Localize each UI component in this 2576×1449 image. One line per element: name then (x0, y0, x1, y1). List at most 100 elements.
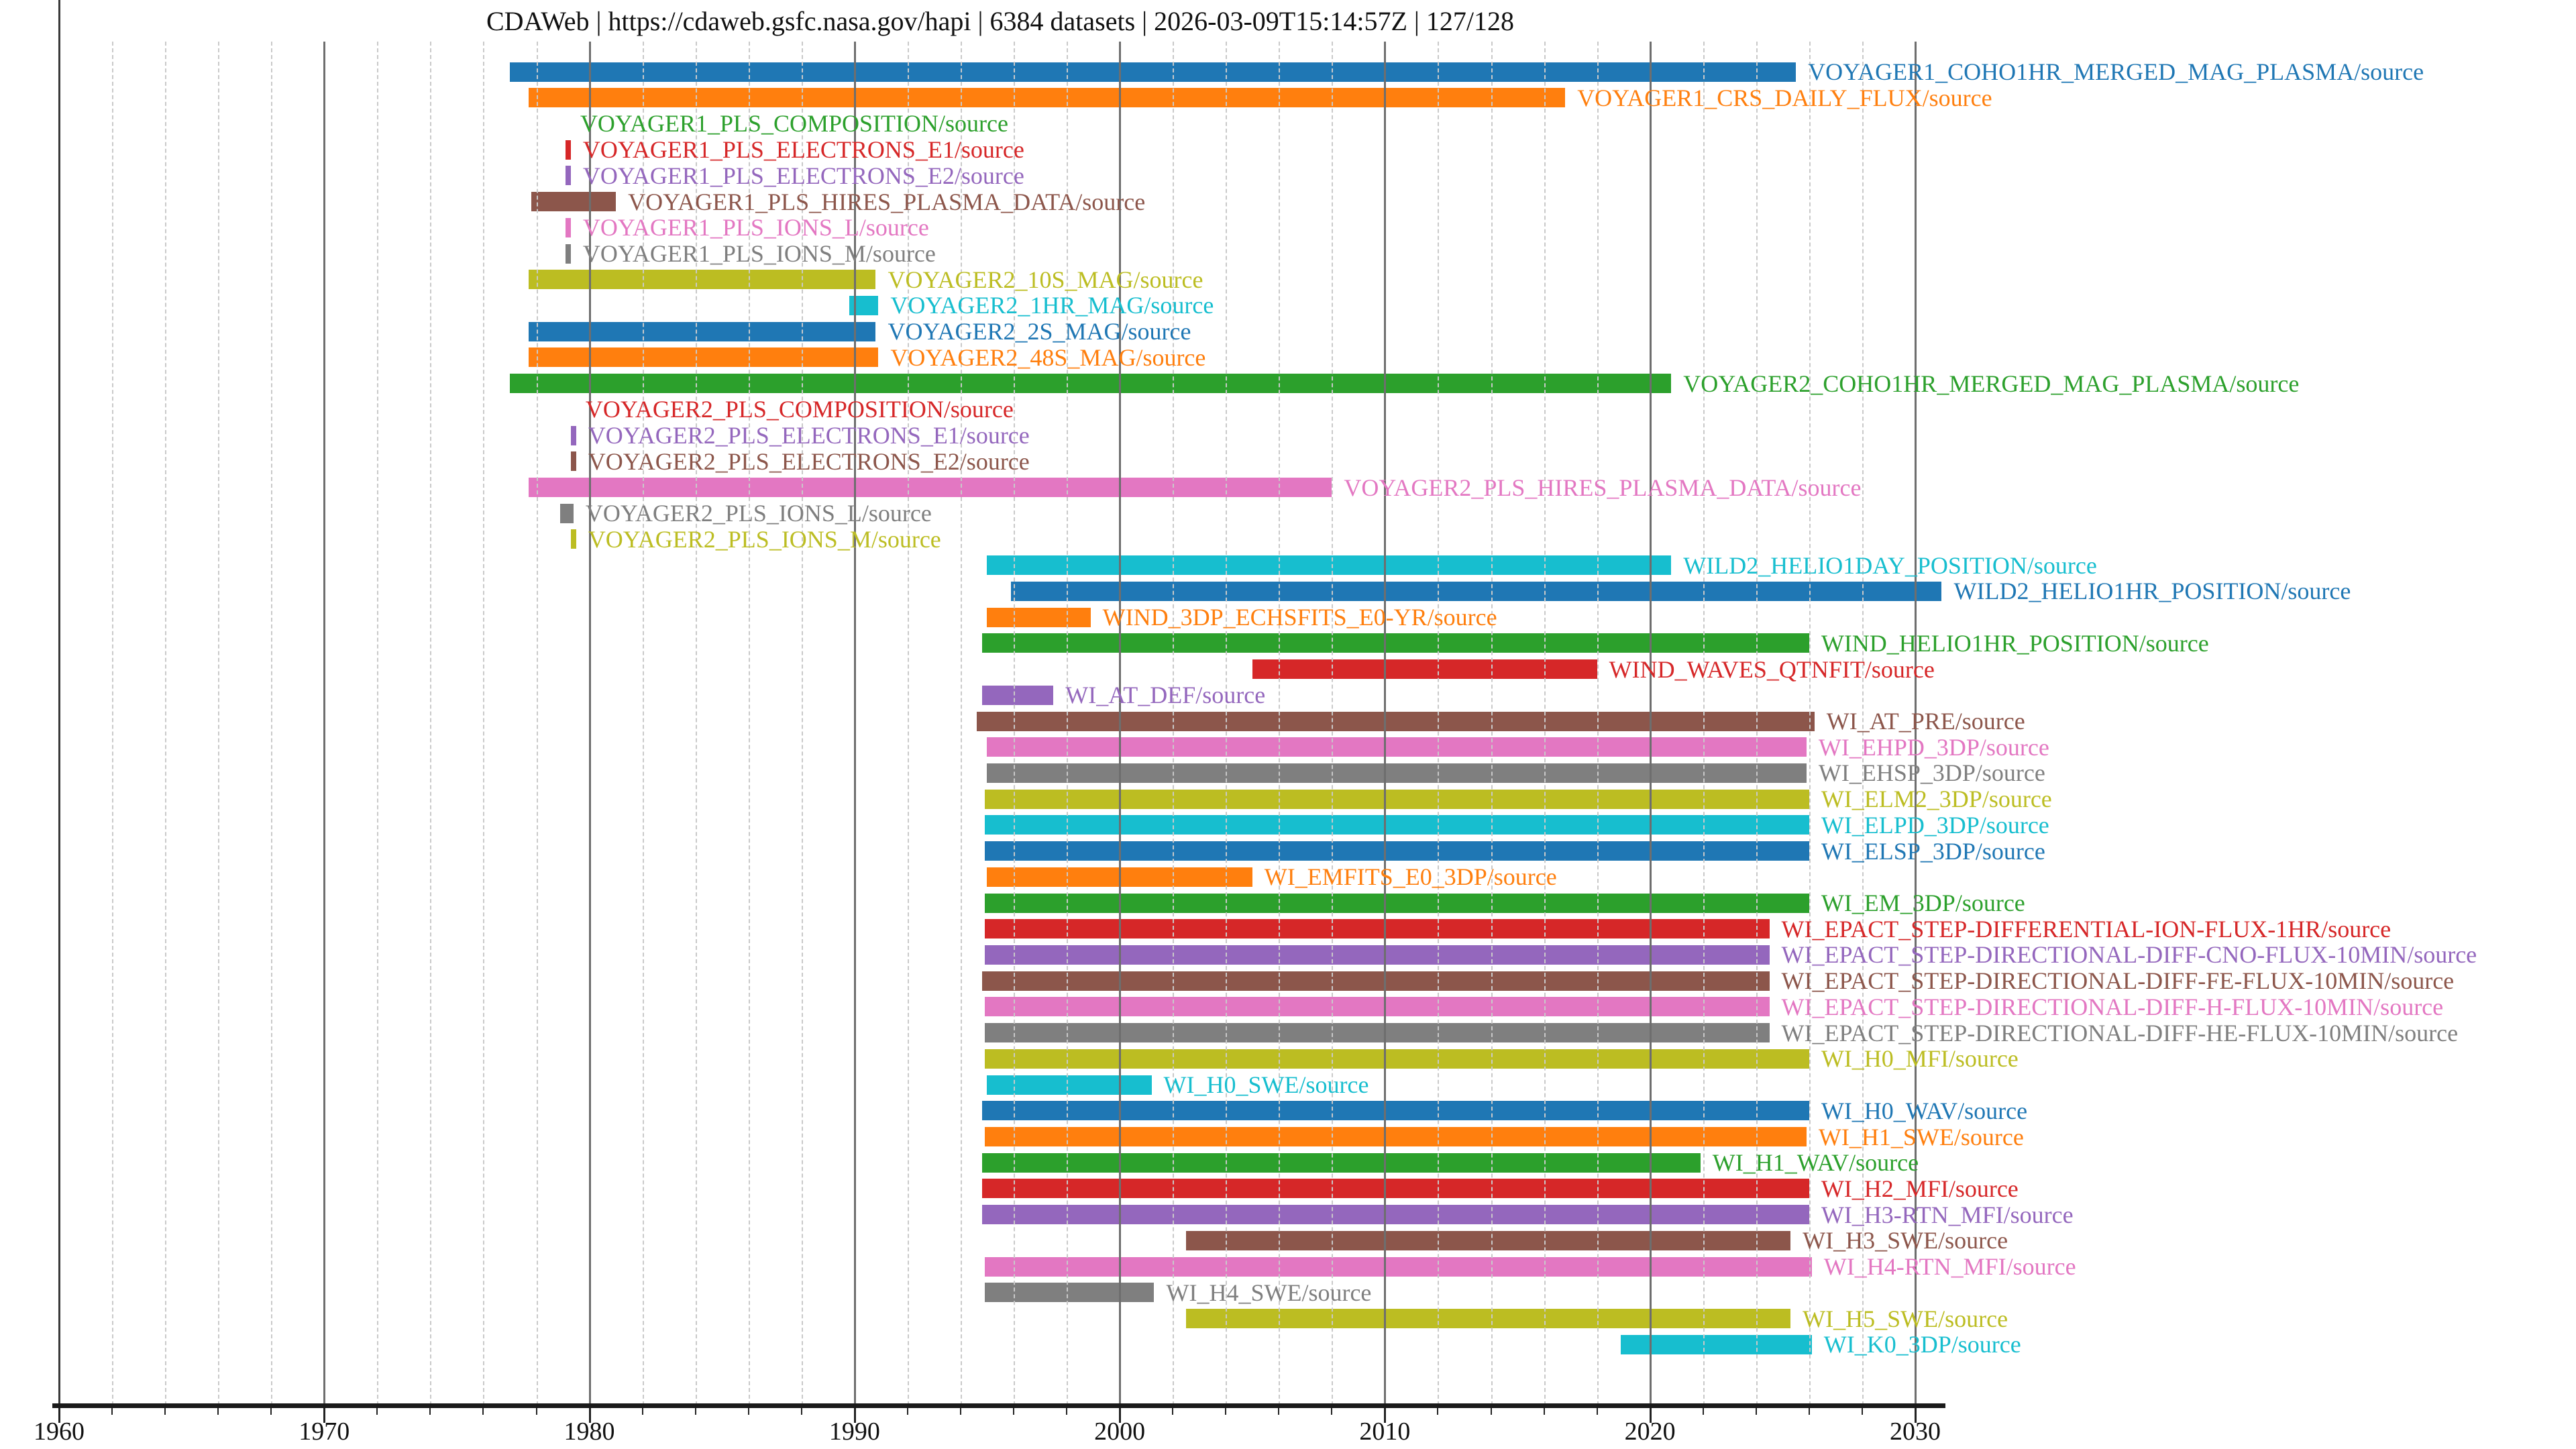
x-minor-tick (111, 1405, 113, 1415)
dataset-bar (1621, 1334, 1812, 1354)
dataset-label: WI_EHSP_3DP/source (1818, 759, 2045, 787)
dataset-label: VOYAGER2_COHO1HR_MERGED_MAG_PLASMA/sourc… (1683, 370, 2300, 397)
dataset-label: WI_H4-RTN_MFI/source (1823, 1253, 2076, 1281)
x-tick-label: 1970 (299, 1417, 350, 1446)
x-minor-tick (535, 1405, 537, 1415)
dataset-label: WIND_3DP_ECHSFITS_E0-YR/source (1102, 604, 1497, 631)
minor-gridline (1438, 42, 1440, 1405)
minor-gridline (1703, 42, 1705, 1405)
dataset-bar (984, 1256, 1812, 1277)
x-major-tick (323, 1405, 326, 1423)
dataset-label: WI_K0_3DP/source (1823, 1331, 2021, 1358)
dataset-label: VOYAGER1_PLS_IONS_L/source (582, 214, 929, 241)
minor-gridline (1067, 42, 1069, 1405)
x-major-tick (1119, 1405, 1122, 1423)
dataset-label: VOYAGER2_2S_MAG/source (888, 318, 1191, 345)
dataset-bar (560, 503, 574, 523)
minor-gridline (1332, 42, 1334, 1405)
dataset-bar (987, 555, 1672, 576)
dataset-bar (565, 217, 571, 237)
dataset-bar (565, 166, 571, 186)
dataset-bar (509, 374, 1672, 394)
dataset-label: WI_AT_PRE/source (1826, 708, 2025, 735)
minor-gridline (960, 42, 962, 1405)
dataset-bar (984, 1049, 1809, 1069)
major-gridline (1384, 42, 1387, 1405)
minor-gridline (1014, 42, 1015, 1405)
x-minor-tick (1702, 1405, 1704, 1415)
x-minor-tick (1066, 1405, 1068, 1415)
x-tick-label: 2010 (1359, 1417, 1411, 1446)
x-minor-tick (1755, 1405, 1757, 1415)
dataset-label: WI_H4_SWE/source (1166, 1279, 1372, 1306)
dataset-bar (528, 321, 876, 341)
dataset-bar (528, 270, 876, 290)
x-tick-label: 1960 (34, 1417, 85, 1446)
x-minor-tick (270, 1405, 272, 1415)
minor-gridline (1597, 42, 1599, 1405)
minor-gridline (536, 42, 538, 1405)
x-minor-tick (694, 1405, 696, 1415)
dataset-label: WI_ELPD_3DP/source (1821, 811, 2049, 839)
minor-gridline (483, 42, 485, 1405)
minor-gridline (218, 42, 220, 1405)
major-gridline (1914, 42, 1917, 1405)
dataset-label: WI_H0_WAV/source (1821, 1097, 2028, 1124)
minor-gridline (695, 42, 697, 1405)
x-minor-tick (1596, 1405, 1598, 1415)
x-major-tick (588, 1405, 591, 1423)
x-minor-tick (1543, 1405, 1545, 1415)
dataset-label: WI_ELM2_3DP/source (1821, 786, 2052, 813)
dataset-bar (984, 841, 1809, 861)
x-major-tick (1649, 1405, 1652, 1423)
minor-gridline (1862, 42, 1864, 1405)
dataset-label: VOYAGER2_10S_MAG/source (888, 266, 1203, 293)
dataset-label: VOYAGER1_PLS_HIRES_PLASMA_DATA/source (628, 188, 1146, 215)
minor-gridline (430, 42, 432, 1405)
dataset-label: WI_H0_SWE/source (1163, 1071, 1369, 1099)
x-tick-label: 2000 (1094, 1417, 1146, 1446)
dataset-bar (981, 1101, 1809, 1121)
dataset-bar (984, 1283, 1155, 1303)
x-tick-label: 2020 (1624, 1417, 1676, 1446)
y-axis-spine (58, 0, 60, 1405)
x-minor-tick (1172, 1405, 1174, 1415)
dataset-label: WI_EPACT_STEP-DIRECTIONAL-DIFF-CNO-FLUX-… (1781, 941, 2477, 969)
minor-gridline (642, 42, 644, 1405)
dataset-label: VOYAGER1_PLS_COMPOSITION/source (580, 110, 1008, 138)
dataset-label: WI_H2_MFI/source (1821, 1175, 2019, 1202)
x-minor-tick (376, 1405, 378, 1415)
dataset-label: WI_EPACT_STEP-DIRECTIONAL-DIFF-HE-FLUX-1… (1781, 1019, 2459, 1046)
minor-gridline (1491, 42, 1493, 1405)
dataset-bar (984, 1127, 1807, 1147)
minor-gridline (1809, 42, 1811, 1405)
minor-gridline (1226, 42, 1228, 1405)
dataset-bar (984, 893, 1809, 913)
dataset-label: VOYAGER2_PLS_IONS_L/source (585, 500, 932, 527)
dataset-bar (528, 347, 879, 368)
dataset-label: VOYAGER1_PLS_ELECTRONS_E2/source (582, 162, 1024, 189)
dataset-label: VOYAGER1_COHO1HR_MERGED_MAG_PLASMA/sourc… (1808, 58, 2424, 85)
dataset-label: WI_AT_DEF/source (1065, 682, 1266, 709)
x-axis-line (52, 1403, 1945, 1408)
major-gridline (588, 42, 591, 1405)
dataset-label: WI_H1_WAV/source (1712, 1149, 1919, 1177)
dataset-bar (528, 478, 1332, 498)
dataset-bar (984, 789, 1809, 809)
minor-gridline (907, 42, 909, 1405)
minor-gridline (801, 42, 803, 1405)
major-gridline (853, 42, 856, 1405)
x-minor-tick (641, 1405, 643, 1415)
x-minor-tick (1437, 1405, 1439, 1415)
dataset-bar (1185, 1309, 1791, 1329)
dataset-label: WI_H3_SWE/source (1803, 1227, 2008, 1254)
x-minor-tick (1331, 1405, 1333, 1415)
dataset-label: VOYAGER2_PLS_HIRES_PLASMA_DATA/source (1344, 474, 1862, 501)
minor-gridline (748, 42, 750, 1405)
major-gridline (323, 42, 326, 1405)
x-minor-tick (1808, 1405, 1810, 1415)
dataset-bar (1011, 581, 1942, 601)
x-minor-tick (1490, 1405, 1492, 1415)
